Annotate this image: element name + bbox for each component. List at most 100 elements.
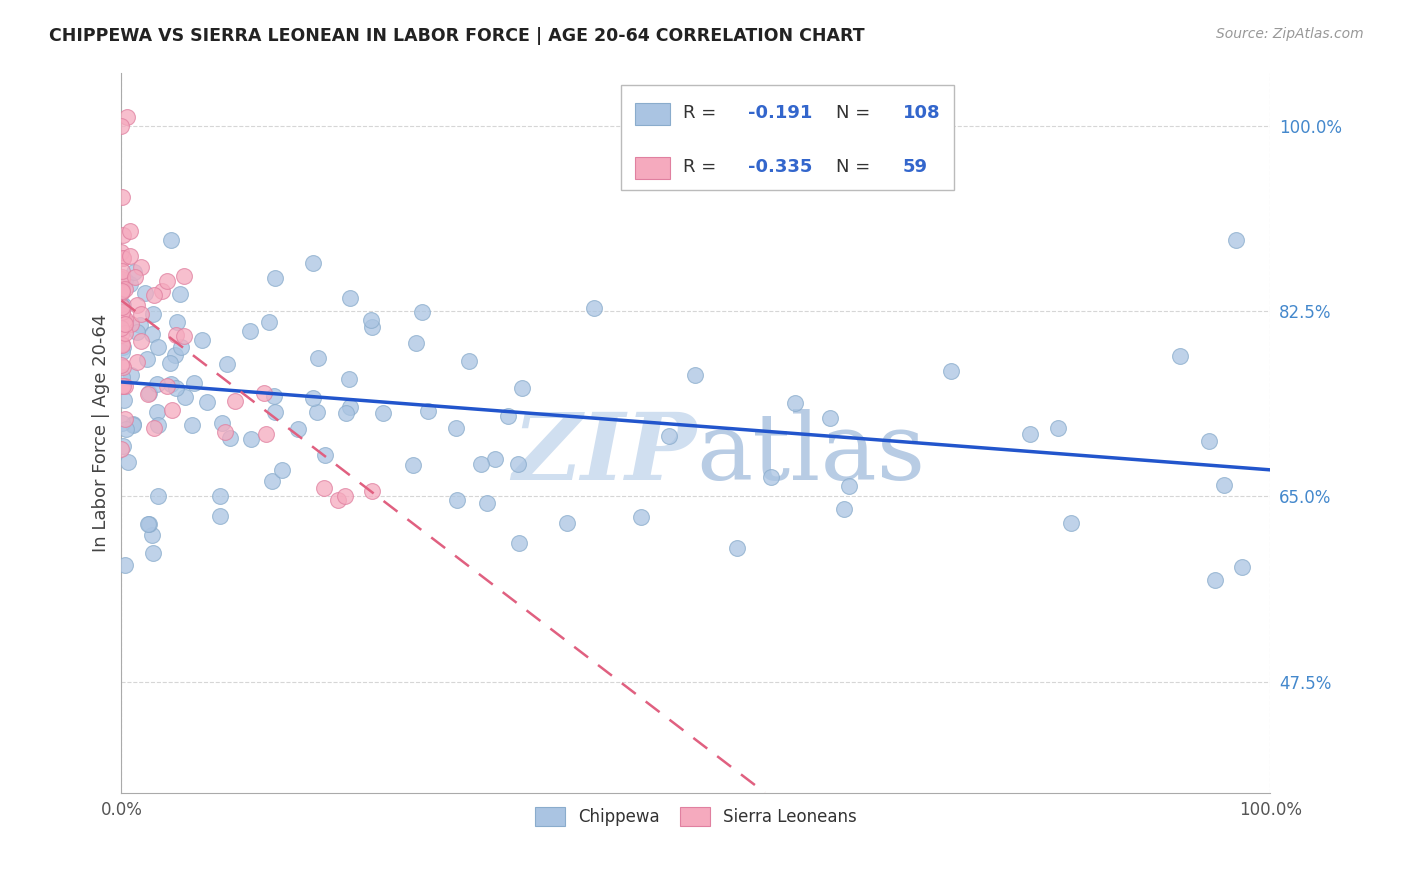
Point xyxy=(1047,421,1070,435)
Point xyxy=(111,308,134,322)
Point xyxy=(1170,349,1192,363)
Point xyxy=(114,311,136,326)
Text: ZIP: ZIP xyxy=(512,409,696,500)
Point xyxy=(141,528,163,542)
Point xyxy=(117,454,139,468)
Point xyxy=(114,412,136,426)
Point xyxy=(832,502,855,516)
Point xyxy=(120,224,142,238)
Text: CHIPPEWA VS SIERRA LEONEAN IN LABOR FORCE | AGE 20-64 CORRELATION CHART: CHIPPEWA VS SIERRA LEONEAN IN LABOR FORC… xyxy=(49,27,865,45)
Point xyxy=(114,317,136,331)
Point xyxy=(160,377,183,392)
Point xyxy=(114,273,136,287)
Point xyxy=(301,391,323,405)
Point xyxy=(111,282,134,296)
Point xyxy=(1018,426,1040,441)
Point xyxy=(339,291,361,305)
Point xyxy=(1060,516,1083,531)
Point xyxy=(759,470,782,484)
Point xyxy=(173,269,195,284)
Point xyxy=(111,272,134,286)
Point xyxy=(371,405,394,419)
Point xyxy=(142,288,165,302)
Point xyxy=(159,356,181,370)
Point xyxy=(110,284,132,298)
Point xyxy=(307,405,329,419)
Point xyxy=(166,315,188,329)
Point xyxy=(138,385,160,400)
Point xyxy=(112,359,135,374)
Point xyxy=(224,393,246,408)
Point xyxy=(138,517,160,532)
Point xyxy=(110,320,132,334)
Point xyxy=(124,270,146,285)
Point xyxy=(253,385,276,400)
Point xyxy=(416,404,439,418)
Point xyxy=(141,327,163,342)
Point xyxy=(630,509,652,524)
Point xyxy=(510,381,533,395)
Point xyxy=(110,304,132,318)
Point xyxy=(174,390,197,404)
Point xyxy=(1225,233,1247,247)
Point xyxy=(111,270,134,285)
Point xyxy=(111,439,134,453)
Point xyxy=(582,301,605,315)
Point xyxy=(115,422,138,436)
Point xyxy=(301,256,323,270)
Point xyxy=(110,274,132,288)
Point xyxy=(339,400,361,414)
Point xyxy=(112,340,135,354)
Point xyxy=(146,340,169,354)
Point xyxy=(165,327,187,342)
Point xyxy=(239,325,262,339)
Point xyxy=(173,328,195,343)
Point xyxy=(506,457,529,471)
Text: 108: 108 xyxy=(903,104,941,122)
Point xyxy=(240,432,263,446)
Point xyxy=(120,277,142,291)
Point xyxy=(818,410,841,425)
Point xyxy=(112,227,135,242)
Y-axis label: In Labor Force | Age 20-64: In Labor Force | Age 20-64 xyxy=(93,314,110,552)
Point xyxy=(110,338,132,352)
Point xyxy=(160,403,183,417)
Point xyxy=(263,389,285,403)
Point xyxy=(264,270,287,285)
Point xyxy=(360,312,382,326)
Point xyxy=(117,110,139,124)
Text: -0.191: -0.191 xyxy=(748,104,813,122)
Point xyxy=(111,416,134,430)
Point xyxy=(211,416,233,430)
Point xyxy=(361,319,384,334)
Point xyxy=(1230,560,1253,574)
Point xyxy=(111,305,134,319)
Legend: Chippewa, Sierra Leoneans: Chippewa, Sierra Leoneans xyxy=(527,798,865,835)
Text: 59: 59 xyxy=(903,158,928,176)
Point xyxy=(110,442,132,457)
Point xyxy=(1213,478,1236,492)
Point xyxy=(124,265,146,279)
Point xyxy=(181,417,204,432)
Point xyxy=(145,377,167,392)
Point xyxy=(118,249,141,263)
Point xyxy=(271,463,294,477)
Point xyxy=(685,368,707,383)
Point xyxy=(114,558,136,573)
Point xyxy=(335,489,357,503)
Point xyxy=(458,354,481,368)
Point xyxy=(183,376,205,390)
Point xyxy=(337,372,360,386)
Point xyxy=(785,395,807,409)
Point xyxy=(114,326,136,340)
Point xyxy=(160,233,183,247)
Point xyxy=(111,370,134,384)
Point xyxy=(110,297,132,311)
Text: R =: R = xyxy=(683,158,723,176)
Point xyxy=(110,190,132,204)
Point xyxy=(475,496,498,510)
Point xyxy=(555,516,578,530)
Point xyxy=(170,340,193,354)
Point xyxy=(125,326,148,340)
Point xyxy=(150,284,173,298)
